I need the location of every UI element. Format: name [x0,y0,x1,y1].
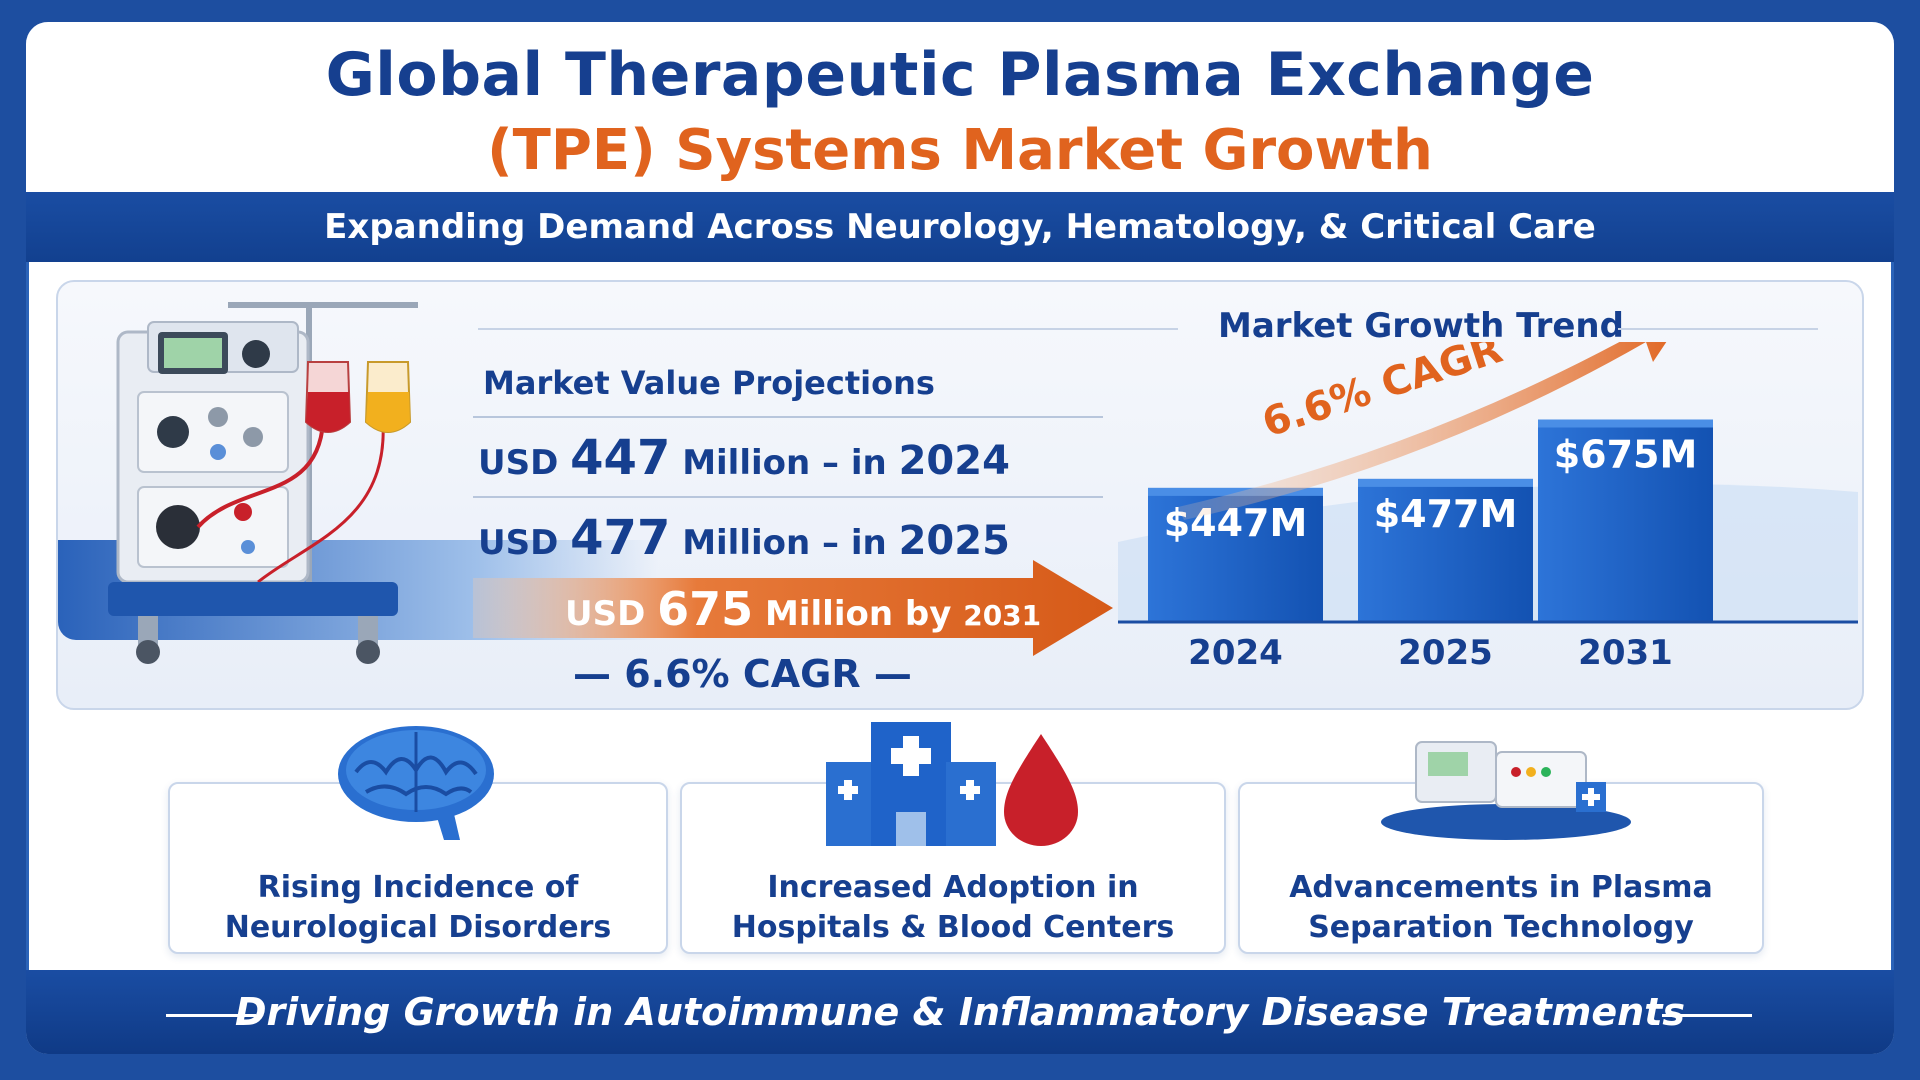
driver-line1: Increased Adoption in [767,870,1139,905]
footer-band: Driving Growth in Autoimmune & Inflammat… [26,970,1894,1054]
banner-text: USD 675 Million by 2031 [565,582,1041,636]
row-value: 477 [570,510,671,566]
banner-value: 675 [657,582,754,636]
driver-text: Rising Incidence of Neurological Disorde… [170,868,666,948]
blood-drop-icon [1004,734,1078,846]
banner-suffix: Million by [753,594,964,634]
projection-row-2025: USD 477 Million – in 2025 [478,510,1010,566]
x-tick-label: 2025 [1398,633,1493,673]
footer-rule-left [166,1014,256,1017]
chart-title-rule-right [1618,328,1818,330]
chart-title: Market Growth Trend [1218,306,1624,346]
title-area: Global Therapeutic Plasma Exchange (TPE)… [26,22,1894,192]
bar-2031 [1538,419,1713,622]
driver-line1: Advancements in Plasma [1289,870,1713,905]
row-suffix: Million – in [670,443,899,483]
banner-year: 2031 [963,599,1042,632]
row-prefix: USD [478,443,571,483]
infographic-frame: Global Therapeutic Plasma Exchange (TPE)… [26,22,1894,1054]
footer-text: Driving Growth in Autoimmune & Inflammat… [235,990,1685,1034]
hospital-icon [826,722,1078,846]
driver-text: Increased Adoption in Hospitals & Blood … [682,868,1224,948]
bar-value-label: $675M [1554,433,1698,477]
brain-icon [338,726,494,840]
driver-line1: Rising Incidence of [257,870,579,905]
row-year: 2025 [898,518,1010,564]
subtitle-band: Expanding Demand Across Neurology, Hemat… [26,192,1894,262]
tpe-machine-icon [108,302,418,664]
subtitle-text: Expanding Demand Across Neurology, Hemat… [324,207,1596,247]
bar-top-2025 [1358,478,1533,487]
projection-row-2024: USD 447 Million – in 2024 [478,430,1010,486]
bar-top-2024 [1148,487,1323,496]
row-prefix: USD [478,523,571,563]
trend-arrow-icon [1178,342,1667,520]
projection-2031-banner: USD 675 Million by 2031 [473,560,1113,656]
row-suffix: Million – in [670,523,899,563]
page-title: Global Therapeutic Plasma Exchange [325,40,1595,110]
bar-value-label: $477M [1374,492,1518,536]
plasma-machine-icon [1381,741,1631,840]
banner-prefix: USD [565,594,658,634]
driver-line2: Neurological Disorders [224,910,612,945]
projection-heading: Market Value Projections [483,364,935,402]
row-year: 2024 [898,438,1010,484]
driver-line2: Hospitals & Blood Centers [731,910,1175,945]
bar-2024 [1148,487,1323,622]
row-value: 447 [570,430,671,486]
projection-divider [473,416,1103,418]
x-tick-label: 2024 [1188,633,1283,673]
footer-rule-right [1662,1014,1752,1017]
bar-top-2031 [1538,419,1713,428]
bar-2025 [1358,478,1533,622]
projection-divider [473,496,1103,498]
growth-drivers: Rising Incidence of Neurological Disorde… [26,722,1894,972]
orange-arrow-icon [473,560,1113,656]
x-tick-label: 2031 [1578,633,1673,673]
cagr-label: — 6.6% CAGR — [573,652,912,696]
cagr-annotation: 6.6% CAGR [1257,342,1508,447]
page-title-secondary: (TPE) Systems Market Growth [487,118,1433,183]
chart-title-rule-left [478,328,1178,330]
driver-text: Advancements in Plasma Separation Techno… [1240,868,1762,948]
driver-line2: Separation Technology [1308,910,1694,945]
projection-panel: Market Value Projections USD 447 Million… [56,280,1864,710]
